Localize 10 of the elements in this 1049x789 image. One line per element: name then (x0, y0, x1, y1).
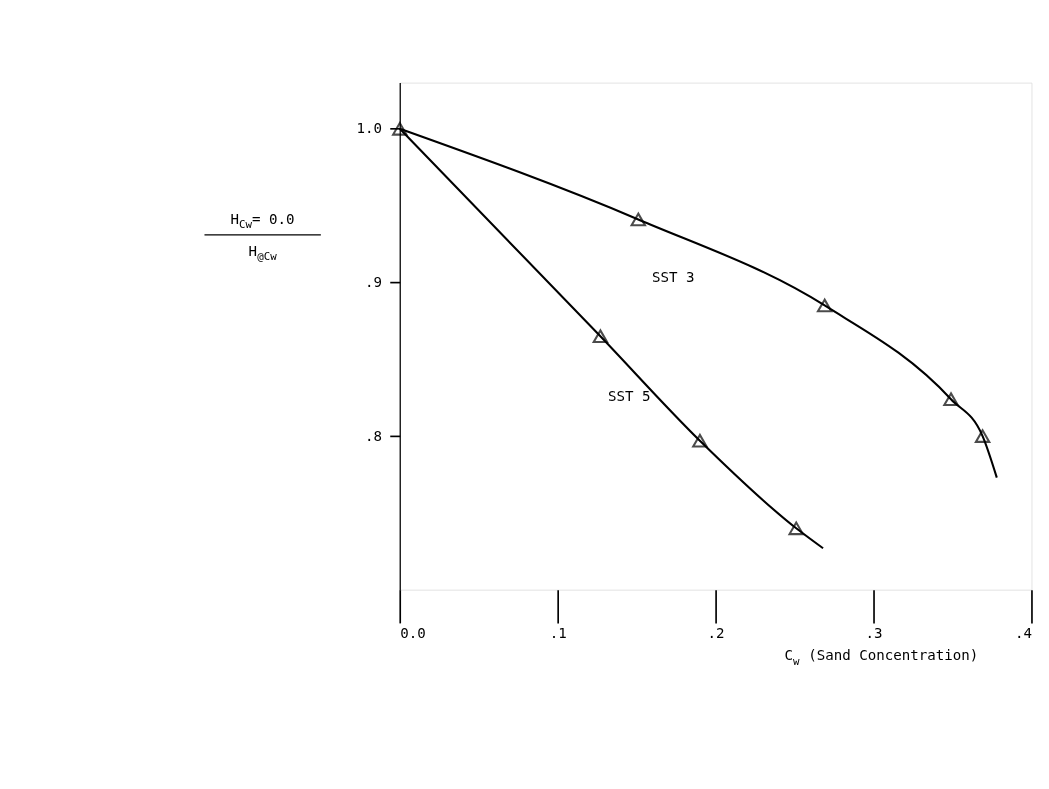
annotation: SST 5 (608, 387, 651, 404)
x-tick-label: .4 (1014, 624, 1032, 641)
y-tick-label: .9 (364, 274, 382, 291)
y-tick-label: 1.0 (356, 120, 382, 137)
annotation: SST 3 (652, 268, 695, 285)
x-tick-label: .1 (549, 624, 567, 641)
x-tick-label: .3 (865, 624, 883, 641)
y-tick-label: .8 (364, 427, 382, 444)
x-tick-label: .2 (707, 624, 725, 641)
x-tick-label: 0.0 (400, 624, 426, 641)
